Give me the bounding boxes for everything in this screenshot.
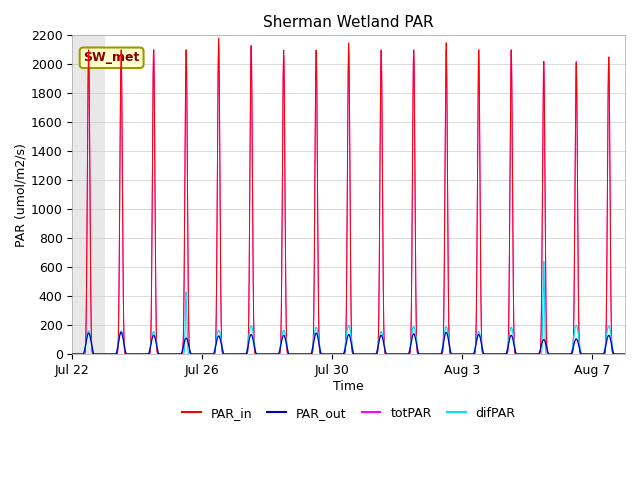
Bar bbox=[268, 36, 332, 354]
Bar bbox=[235, 36, 300, 354]
Bar bbox=[495, 36, 560, 354]
Bar bbox=[463, 36, 527, 354]
X-axis label: Time: Time bbox=[333, 380, 364, 393]
Bar bbox=[527, 36, 593, 354]
Bar bbox=[170, 36, 235, 354]
Bar bbox=[430, 36, 495, 354]
Legend: PAR_in, PAR_out, totPAR, difPAR: PAR_in, PAR_out, totPAR, difPAR bbox=[177, 402, 520, 425]
Bar bbox=[138, 36, 202, 354]
Bar bbox=[397, 36, 463, 354]
Bar bbox=[72, 36, 138, 354]
Bar bbox=[365, 36, 430, 354]
Title: Sherman Wetland PAR: Sherman Wetland PAR bbox=[264, 15, 434, 30]
Text: SW_met: SW_met bbox=[83, 51, 140, 64]
Bar bbox=[202, 36, 268, 354]
Bar bbox=[300, 36, 365, 354]
Bar bbox=[560, 36, 625, 354]
Bar bbox=[593, 36, 625, 354]
Y-axis label: PAR (umol/m2/s): PAR (umol/m2/s) bbox=[15, 143, 28, 247]
Bar bbox=[332, 36, 397, 354]
Bar bbox=[105, 36, 170, 354]
